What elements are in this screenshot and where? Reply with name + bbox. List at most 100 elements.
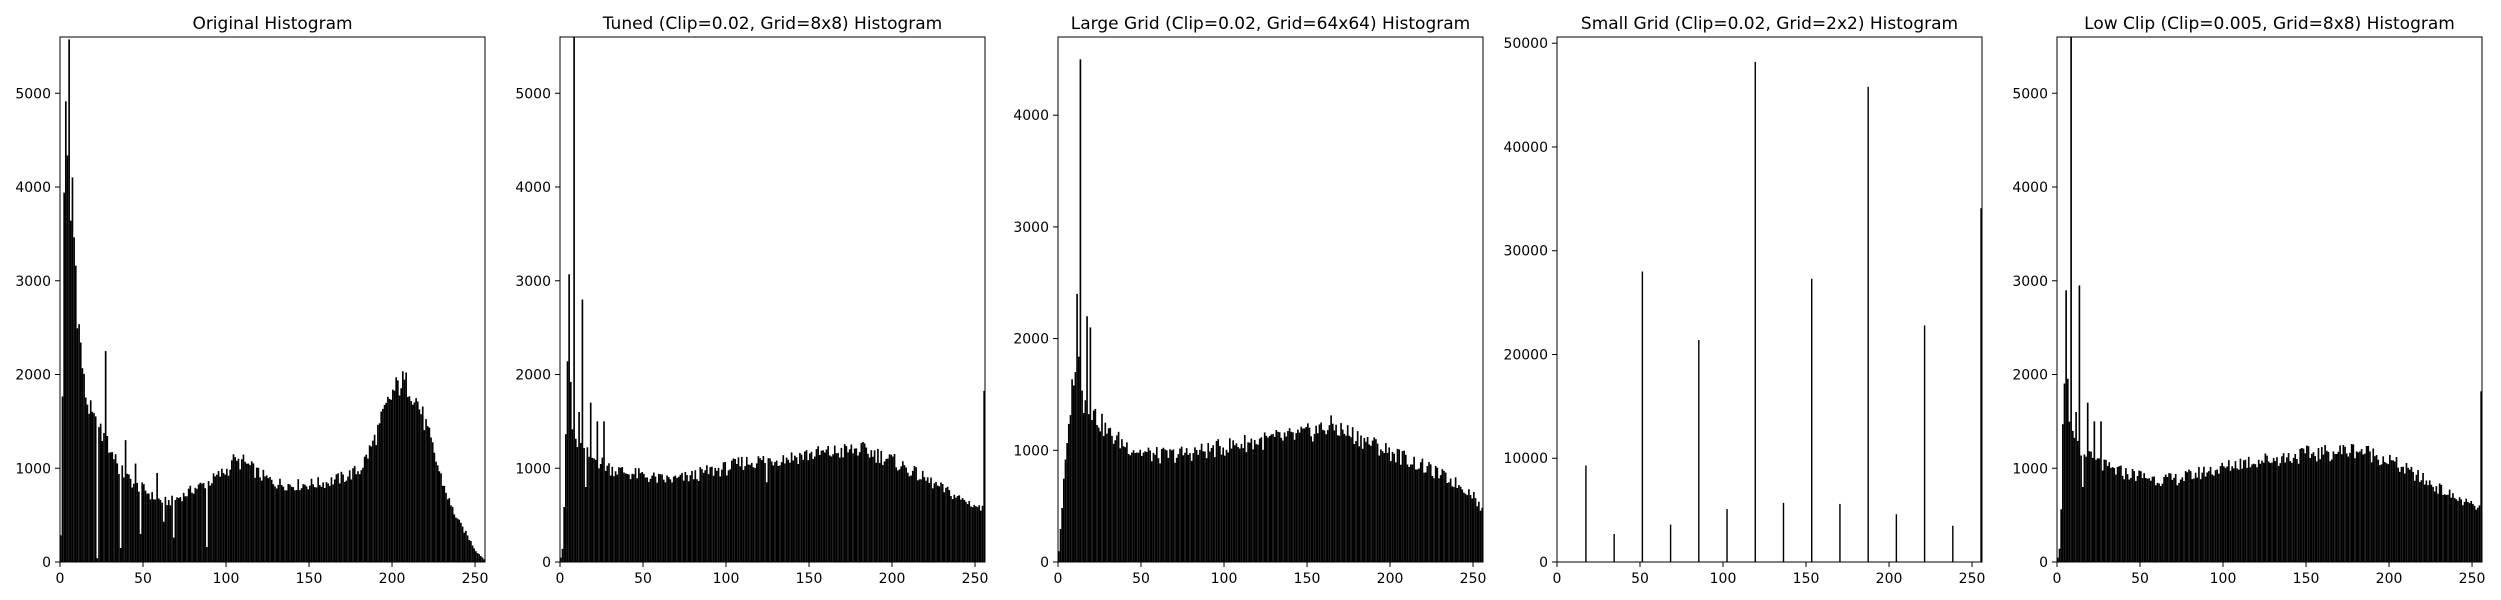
histogram-bar: [2239, 458, 2242, 562]
histogram-bar: [315, 487, 318, 562]
histogram-bar: [363, 456, 366, 562]
histogram-bar: [177, 498, 180, 562]
histogram-bar: [2088, 451, 2091, 562]
histogram-bar: [280, 484, 283, 562]
histogram-bar: [596, 421, 599, 563]
histogram-bar: [365, 454, 368, 562]
histogram-bar: [2103, 459, 2106, 562]
histogram-bar: [745, 456, 748, 562]
histogram-bar: [845, 446, 848, 562]
histogram-bar: [872, 456, 874, 562]
histogram-bar: [2382, 456, 2385, 562]
histogram-bar: [162, 521, 165, 562]
histogram-bar: [2201, 472, 2204, 562]
chart-title: Tuned (Clip=0.02, Grid=8x8) Histogram: [602, 14, 943, 34]
histogram-bar: [727, 470, 730, 562]
histogram-bar: [1159, 463, 1161, 562]
histogram-bar: [1403, 450, 1405, 562]
histogram-bar: [672, 476, 675, 562]
histogram-bar: [1325, 434, 1327, 562]
histogram-bar: [2457, 500, 2459, 562]
histogram-bar: [735, 464, 738, 562]
axes-frame: [59, 36, 486, 563]
histogram-bar: [1150, 461, 1153, 562]
histogram-bar: [935, 481, 937, 562]
histogram-bar: [2324, 445, 2326, 562]
histogram-bar: [141, 482, 144, 562]
histogram-bar: [742, 469, 745, 562]
histogram-bar: [373, 434, 376, 562]
histogram-bar: [976, 507, 979, 562]
histogram-bar: [721, 469, 723, 562]
x-tick-label: 150: [2293, 571, 2320, 587]
histogram-bar: [855, 448, 858, 562]
histogram-bar: [921, 470, 924, 562]
histogram-bar: [131, 487, 134, 562]
histogram-bar: [332, 484, 334, 562]
histogram-bar: [1754, 61, 1756, 563]
histogram-bar: [812, 458, 814, 562]
histogram-bar: [1202, 451, 1205, 562]
histogram-bar: [1361, 448, 1364, 562]
histogram-bar: [2344, 446, 2346, 562]
histogram-bar: [2329, 461, 2331, 562]
histogram-bar: [1348, 435, 1351, 562]
histogram-bar: [1307, 423, 1309, 562]
histogram-bar: [410, 401, 412, 562]
histogram-bar: [2453, 497, 2456, 562]
histogram-bar: [1255, 444, 1258, 562]
histogram-bar: [1356, 431, 1359, 562]
histogram-bar: [2452, 493, 2454, 562]
histogram-bar: [2314, 456, 2316, 562]
histogram-bar: [754, 468, 756, 562]
histogram-bar: [401, 371, 404, 562]
histogram-bar: [765, 482, 768, 562]
histogram-bar: [420, 414, 422, 562]
histogram-bar: [1243, 435, 1246, 562]
histogram-bar: [966, 504, 969, 562]
histogram-bar: [1084, 400, 1087, 562]
histogram-bar: [2415, 474, 2418, 562]
histogram-bar: [2116, 467, 2119, 562]
histogram-bar: [682, 480, 685, 562]
x-tick-label: 0: [1054, 571, 1063, 587]
histogram-bar: [1061, 507, 1063, 562]
y-tick-label: 10000: [1503, 451, 1548, 467]
histogram-bar: [732, 458, 735, 562]
histogram-bar: [342, 474, 344, 562]
histogram-bar: [320, 486, 323, 562]
histogram-bar: [297, 479, 300, 562]
histogram-bar: [428, 427, 431, 562]
histogram-bar: [2236, 468, 2238, 562]
histogram-bar: [1396, 448, 1399, 562]
histogram-bar: [2291, 462, 2293, 562]
histogram-bar: [739, 466, 741, 562]
histogram-bar: [2389, 454, 2391, 562]
histogram-bar: [1152, 452, 1155, 562]
histogram-bar: [669, 479, 672, 562]
histogram-bar: [435, 461, 437, 562]
histogram-bar: [2377, 459, 2380, 562]
histogram-bar: [1062, 478, 1065, 562]
histogram-bar: [2350, 444, 2353, 562]
histogram-bar: [852, 453, 854, 562]
histogram-bar: [1439, 475, 1442, 562]
histogram-bar: [375, 445, 378, 562]
histogram-bar: [345, 480, 348, 562]
histogram-bar: [187, 488, 190, 562]
histogram-bar: [2266, 455, 2268, 562]
histogram-bar: [2066, 378, 2069, 562]
histogram-bar: [2264, 453, 2267, 562]
histogram-bar: [1388, 447, 1391, 562]
histogram-bar: [197, 484, 200, 562]
histogram-bar: [2475, 509, 2478, 562]
histogram-bar: [2105, 459, 2107, 562]
histogram-bar: [750, 462, 753, 562]
histogram-bar: [2307, 446, 2310, 562]
histogram-bar: [382, 408, 384, 562]
histogram-bar: [78, 324, 80, 562]
histogram-bar: [1058, 551, 1060, 562]
histogram-bar: [828, 455, 831, 562]
histogram-bar: [1414, 469, 1417, 562]
histogram-bar: [1363, 438, 1366, 562]
